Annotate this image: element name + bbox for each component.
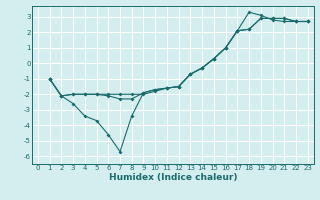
X-axis label: Humidex (Indice chaleur): Humidex (Indice chaleur) — [108, 173, 237, 182]
